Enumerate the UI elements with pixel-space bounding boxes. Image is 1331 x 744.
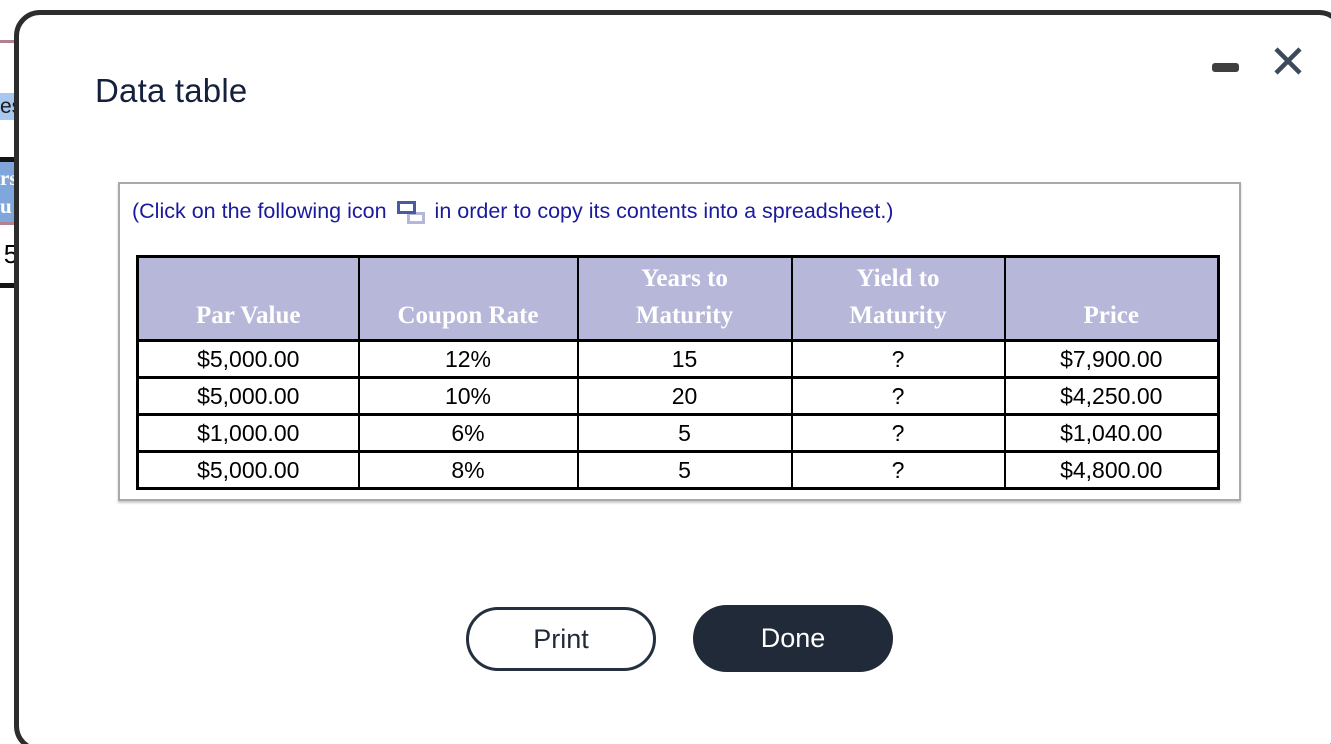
copy-icon-front-rect (396, 201, 416, 214)
dialog-title: Data table (95, 72, 248, 109)
background-divider (0, 40, 22, 43)
cell-coupon-rate: 6% (357, 413, 579, 453)
cell-years-to-maturity: 20 (576, 376, 793, 416)
background-text-fragment: rs (0, 166, 18, 190)
column-header-yield-to-maturity: Yield to Maturity (790, 255, 1006, 342)
table-row: $1,000.00 6% 5 ? $1,040.00 (136, 413, 1220, 453)
cell-years-to-maturity: 15 (576, 339, 793, 379)
minimize-icon[interactable] (1212, 63, 1239, 72)
print-button[interactable]: Print (466, 607, 656, 671)
table-row: $5,000.00 8% 5 ? $4,800.00 (136, 450, 1220, 490)
cell-price: $7,900.00 (1003, 339, 1220, 379)
cell-price: $4,250.00 (1003, 376, 1220, 416)
cell-years-to-maturity: 5 (576, 413, 793, 453)
cell-price: $1,040.00 (1003, 413, 1220, 453)
cell-yield-to-maturity: ? (790, 413, 1006, 453)
cell-yield-to-maturity: ? (790, 376, 1006, 416)
data-table-dialog: Data table (Click on the following icon … (14, 10, 1331, 744)
cell-coupon-rate: 12% (357, 339, 579, 379)
bond-data-table: Par Value Coupon Rate Years to Maturity Y… (136, 255, 1220, 490)
cell-years-to-maturity: 5 (576, 450, 793, 490)
copy-instruction: (Click on the following icon in order to… (132, 198, 893, 225)
copy-to-spreadsheet-icon[interactable] (395, 198, 426, 225)
copy-icon-back-rect (406, 212, 425, 224)
cell-par-value: $5,000.00 (136, 339, 360, 379)
bond-data-table-wrapper: Par Value Coupon Rate Years to Maturity Y… (136, 255, 1220, 490)
table-row: $5,000.00 12% 15 ? $7,900.00 (136, 339, 1220, 379)
cell-yield-to-maturity: ? (790, 339, 1006, 379)
cell-par-value: $1,000.00 (136, 413, 360, 453)
background-divider (0, 157, 22, 162)
instruction-suffix: in order to copy its contents into a spr… (434, 199, 894, 223)
table-header-row: Par Value Coupon Rate Years to Maturity Y… (136, 255, 1220, 342)
column-header-years-to-maturity: Years to Maturity (576, 255, 793, 342)
cell-coupon-rate: 8% (357, 450, 579, 490)
done-button[interactable]: Done (693, 605, 893, 672)
background-divider (0, 222, 22, 225)
cell-par-value: $5,000.00 (136, 450, 360, 490)
background-text-fragment: u (0, 194, 12, 218)
cell-coupon-rate: 10% (357, 376, 579, 416)
background-divider (0, 283, 22, 288)
cell-par-value: $5,000.00 (136, 376, 360, 416)
column-header-par-value: Par Value (136, 255, 360, 342)
data-table-panel: (Click on the following icon in order to… (118, 182, 1241, 501)
table-row: $5,000.00 10% 20 ? $4,250.00 (136, 376, 1220, 416)
cell-yield-to-maturity: ? (790, 450, 1006, 490)
close-icon[interactable] (1269, 43, 1307, 81)
instruction-prefix: (Click on the following icon (132, 199, 387, 223)
column-header-coupon-rate: Coupon Rate (357, 255, 579, 342)
column-header-price: Price (1003, 255, 1220, 342)
cell-price: $4,800.00 (1003, 450, 1220, 490)
